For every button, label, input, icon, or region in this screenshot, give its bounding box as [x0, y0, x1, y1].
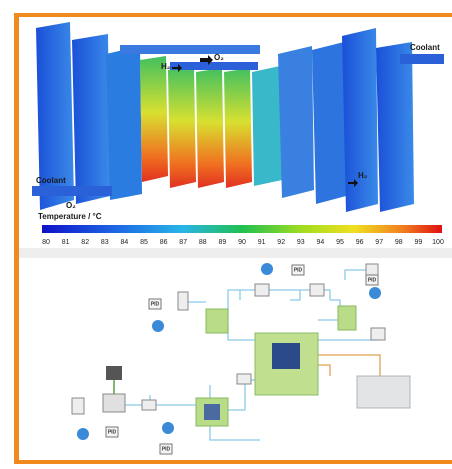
coolant-in-label: Coolant	[410, 43, 440, 52]
page: Coolant Coolant O₂ H₂ O₂ H₂ Temperature …	[0, 0, 452, 464]
colorbar-tick-label: 92	[277, 239, 285, 246]
colorbar-tick-label: 88	[199, 239, 207, 246]
controllers: PID PID PID PID PID	[106, 265, 378, 454]
colorbar	[42, 225, 442, 233]
controller-label: PID	[151, 301, 160, 307]
colorbar-tick-label: 93	[297, 239, 305, 246]
colorbar-tick-label: 86	[160, 239, 168, 246]
colorbar-tick-label: 82	[81, 239, 89, 246]
controller-label: PID	[108, 429, 117, 435]
colorbar-tick-label: 83	[101, 239, 109, 246]
colorbar-title: Temperature / °C	[38, 212, 102, 221]
colorbar-tick-label: 98	[395, 239, 403, 246]
colorbar-tick-label: 94	[317, 239, 325, 246]
controller-label: PID	[162, 446, 171, 452]
frame-left	[14, 13, 19, 464]
colorbar-tick-label: 85	[140, 239, 148, 246]
separator	[19, 248, 452, 258]
colorbar-tick-label: 84	[121, 239, 129, 246]
colorbar-tick-label: 87	[179, 239, 187, 246]
colorbar-tick-label: 99	[415, 239, 423, 246]
frame-bottom	[14, 460, 452, 464]
controller-label: PID	[294, 267, 303, 273]
colorbar-tick-label: 81	[62, 239, 70, 246]
o2-in-label: O₂	[66, 201, 76, 210]
colorbar-tick-label: 95	[336, 239, 344, 246]
system-diagram	[72, 263, 410, 440]
frame-top	[14, 13, 452, 17]
h2-in-label: H₂	[161, 62, 171, 71]
controller-label: PID	[368, 277, 377, 283]
colorbar-tick-label: 90	[238, 239, 246, 246]
o2-out-label: O₂	[214, 53, 224, 62]
colorbar-tick-label: 97	[375, 239, 383, 246]
colorbar-tick-label: 91	[258, 239, 266, 246]
colorbar-tick-label: 96	[356, 239, 364, 246]
h2-out-label: H₂	[358, 171, 368, 180]
colorbar-tick-label: 100	[432, 239, 444, 246]
colorbar-ticks: 80 81 82 83 84 85 86 87 88 89 90 91 92 93 94 95 96 97 98 99…	[42, 239, 444, 246]
colorbar-tick-label: 80	[42, 239, 50, 246]
stack-render	[32, 22, 444, 212]
coolant-out-label: Coolant	[36, 176, 66, 185]
colorbar-tick-label: 89	[219, 239, 227, 246]
